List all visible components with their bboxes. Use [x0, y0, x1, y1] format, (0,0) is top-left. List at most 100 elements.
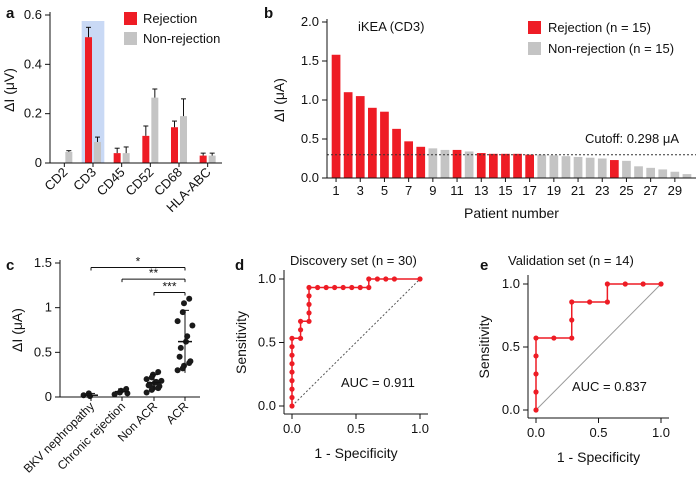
bar: [343, 92, 353, 178]
roc-point: [297, 327, 304, 333]
panel-e-roc-chart: e 0.0 0.0 0.5 0.5 1.0 1.0 Sensitivity 1 - Specif…: [476, 253, 670, 465]
x-axis-label: 1 - Specificity: [314, 445, 397, 461]
x-tick-label: 19: [547, 183, 561, 198]
roc-point: [569, 335, 575, 341]
panel-label: d: [235, 257, 244, 274]
significance-label: *: [136, 254, 141, 268]
y-tick-label: 0.5: [502, 339, 520, 354]
y-tick-label: 0.2: [24, 106, 42, 121]
y-tick-label: 1.0: [258, 271, 276, 286]
bar: [208, 155, 216, 163]
chart-title: Validation set (n = 14): [508, 253, 634, 268]
legend-label: Rejection: [143, 11, 197, 26]
bar: [658, 169, 668, 178]
bar: [151, 97, 159, 163]
roc-point: [383, 276, 389, 282]
bar: [488, 153, 498, 178]
bar: [549, 155, 559, 178]
x-tick-label: 0.5: [589, 425, 607, 440]
cutoff-label: Cutoff: 0.298 μA: [585, 131, 679, 146]
data-point: [87, 393, 93, 400]
bar: [367, 107, 377, 178]
roc-point: [297, 318, 304, 324]
bar: [609, 160, 619, 178]
roc-point: [297, 335, 304, 341]
bar: [476, 153, 486, 178]
roc-point: [640, 281, 646, 287]
roc-point: [622, 281, 628, 287]
roc-point: [604, 299, 610, 305]
roc-point: [587, 299, 593, 305]
roc-point: [533, 353, 539, 359]
y-tick-label: 1.5: [301, 53, 319, 68]
bar: [404, 141, 414, 178]
y-axis-label: ΔI (μA): [271, 78, 287, 122]
x-tick-label: 29: [668, 183, 682, 198]
x-tick-label: 21: [571, 183, 585, 198]
significance-label: **: [149, 266, 159, 280]
data-point: [187, 358, 194, 365]
bar: [380, 111, 389, 178]
x-tick-label: 0.5: [347, 421, 365, 436]
roc-point: [289, 335, 295, 341]
legend-label: Non-rejection (n = 15): [548, 41, 674, 56]
significance-label: ***: [162, 279, 176, 293]
data-point: [189, 322, 196, 329]
bar: [199, 155, 207, 163]
roc-point: [374, 276, 380, 282]
bar: [113, 153, 121, 163]
x-tick-label: CD52: [122, 165, 156, 199]
y-tick-label: 0: [45, 389, 52, 404]
roc-point: [315, 284, 321, 291]
x-tick-label: CD2: [41, 165, 70, 194]
chart-title: iKEA (CD3): [358, 19, 424, 34]
roc-point: [306, 301, 312, 307]
bar: [355, 96, 365, 178]
y-tick-label: 1.0: [502, 276, 520, 291]
roc-point: [417, 276, 423, 282]
roc-point: [349, 284, 355, 291]
x-tick-label: 1.0: [652, 425, 670, 440]
bar: [597, 158, 607, 178]
x-tick-label: 1: [332, 183, 339, 198]
roc-point: [366, 276, 372, 282]
roc-point: [289, 344, 295, 350]
x-tick-label: 25: [619, 183, 633, 198]
roc-point: [289, 361, 295, 367]
panel-label: e: [480, 257, 488, 274]
panel-label: c: [6, 257, 14, 274]
bar: [622, 160, 631, 178]
y-tick-label: 1: [45, 300, 52, 315]
x-tick-label: 1.0: [411, 421, 429, 436]
roc-point: [289, 394, 295, 401]
data-point: [155, 368, 162, 375]
roc-point: [289, 403, 295, 409]
roc-point: [357, 284, 363, 291]
bar: [331, 54, 341, 179]
y-tick-label: 1.5: [34, 255, 52, 270]
data-point: [184, 333, 191, 340]
bar: [501, 153, 510, 178]
bar: [682, 174, 692, 178]
reference-diagonal: [535, 283, 662, 411]
roc-point: [533, 371, 539, 377]
y-tick-label: 2.0: [301, 14, 319, 29]
roc-point: [289, 369, 295, 375]
roc-point: [306, 310, 312, 316]
panel-label: b: [264, 5, 273, 22]
bar: [452, 149, 462, 178]
bar: [537, 154, 547, 178]
panel-d-roc-chart: d 0.0 0.0 0.5 0.5 1.0 1.0 Sensitivity 1 - Specif…: [233, 253, 429, 461]
y-tick-label: 0.5: [34, 344, 52, 359]
legend-swatch: [124, 12, 137, 25]
data-point: [177, 344, 184, 351]
data-point: [181, 362, 187, 369]
roc-point: [533, 407, 539, 413]
bar: [646, 167, 656, 178]
data-point: [111, 391, 118, 398]
roc-point: [306, 284, 312, 291]
x-tick-label: ACR: [163, 399, 191, 427]
panel-a-bar-chart: a00.20.40.6ΔI (μV)CD2 CD3CD45CD52CD68HLA-…: [1, 5, 222, 215]
bar: [85, 37, 92, 164]
